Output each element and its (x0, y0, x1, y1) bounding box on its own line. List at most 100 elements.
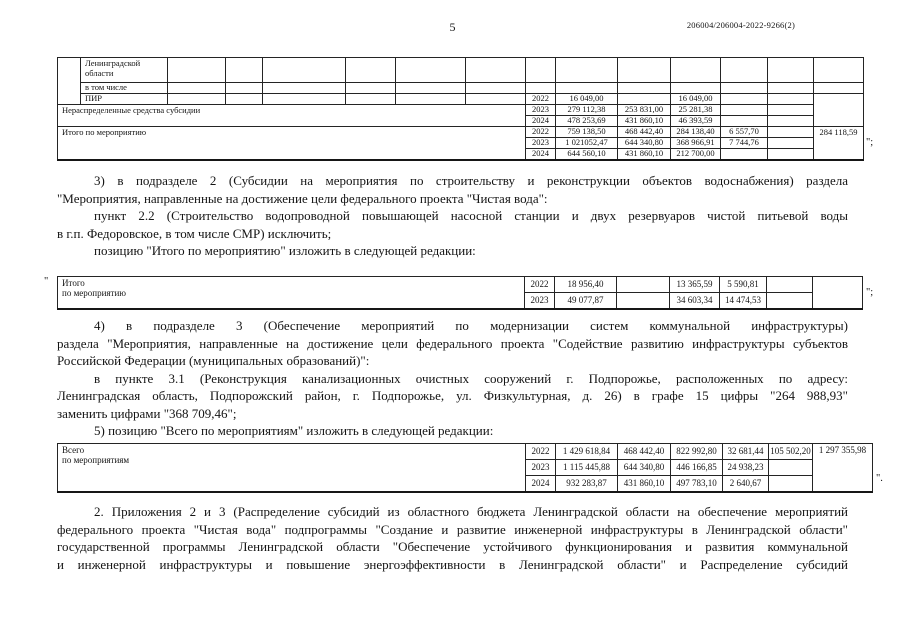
table-cell (225, 82, 263, 94)
text-line: 5) позицию "Всего по мероприятиям" излож… (94, 423, 494, 438)
table-cell: 368 966,91 (670, 136, 721, 149)
table-cell (465, 92, 526, 105)
table-cell (262, 57, 346, 83)
table-cell: 13 365,59 (669, 276, 720, 293)
table-cell: 284 118,59 (813, 125, 864, 161)
table-cell (766, 292, 813, 309)
table-cell: 2023 (525, 103, 556, 116)
table-cell (767, 57, 814, 83)
table-cell (813, 57, 864, 83)
table-cell (720, 147, 768, 161)
table-cell (767, 147, 814, 161)
table-cell: 2 640,67 (722, 475, 769, 492)
table-cell (345, 57, 396, 83)
table-cell (617, 92, 671, 105)
text-line: "Мероприятия, направленные на достижение… (57, 190, 548, 206)
table-cell (812, 276, 863, 309)
table-cell: 212 700,00 (670, 147, 721, 161)
table-cell (525, 57, 556, 83)
table-cell: Нераспределенные средства субсидии (57, 103, 526, 127)
table-cell: Итого по мероприятию (57, 125, 526, 161)
table-cell: ПИР (80, 92, 168, 105)
table-row: Итого по мероприятию 2022 18 956,40 13 365,… (57, 276, 863, 309)
table-cell (262, 92, 346, 105)
table-cell (767, 82, 814, 94)
opening-quote-mark: " (44, 276, 49, 287)
table-cell (670, 57, 721, 83)
text-line: заменить цифрами "368 709,46"; (57, 405, 237, 421)
table-cell: 2024 (525, 475, 556, 492)
table-cell (167, 82, 226, 94)
table-cell: 18 956,40 (554, 276, 617, 293)
table-cell: 2024 (525, 114, 556, 127)
closing-quote-mark: ". (876, 473, 883, 484)
table-cell: 2022 (524, 276, 555, 293)
text-line: федерального проекта "Чистая вода" подпр… (57, 521, 848, 537)
text-line: в г.п. Федоровское, в том числе СМР) иск… (57, 225, 332, 241)
table-cell (720, 82, 768, 94)
table-cell: 24 938,23 (722, 459, 769, 476)
table-cell: 759 138,50 (555, 125, 618, 138)
table-cell: 2024 (525, 147, 556, 161)
table-cell: 932 283,87 (555, 475, 618, 492)
table-cell: 446 166,85 (670, 459, 723, 476)
table-row: 2023 1 115 445,88 644 340,80 446 166,85 24 9… (58, 459, 873, 476)
table-cell (395, 82, 466, 94)
table-cell: 2023 (525, 136, 556, 149)
table-cell (720, 114, 768, 127)
table-row: 2024 932 283,87 431 860,10 497 783,10 2 640,… (58, 475, 873, 492)
text-line: пункт 2.2 (Строительство водопроводной п… (94, 208, 848, 223)
table-cell (525, 82, 556, 94)
closing-quote-mark: "; (866, 287, 874, 298)
table-cell: 105 502,20 (768, 443, 813, 460)
table-cell: 2023 (524, 292, 555, 309)
table-cell: 32 681,44 (722, 443, 769, 460)
table-cell: 284 138,40 (670, 125, 721, 138)
text-line: Ленинградская область, Подпорожский райо… (57, 388, 848, 403)
table-cell: 6 557,70 (720, 125, 768, 138)
text-line: 3) в подразделе 2 (Субсидии на мероприят… (94, 173, 848, 188)
table-cell (768, 459, 813, 476)
table-row: 2023 49 077,87 34 603,34 14 474,53 (58, 292, 863, 309)
table-cell: 431 860,10 (617, 114, 671, 127)
table-cell: 468 442,40 (617, 443, 671, 460)
table-cell: 478 253,69 (555, 114, 618, 127)
table-cell (167, 57, 226, 83)
table-row: ПИР 2022 16 049,00 16 049,00 (58, 92, 864, 127)
table-cell (617, 57, 671, 83)
table-cell: 1 297 355,98 (812, 443, 873, 492)
table-cell (225, 92, 263, 105)
table-row: Ленинградской области (57, 57, 864, 105)
table-cell (767, 136, 814, 149)
table-cell: 468 442,40 (617, 125, 671, 138)
table-cell: 1 429 618,84 (555, 443, 618, 460)
table-cell: в том числе (80, 82, 168, 94)
table-cell (57, 57, 81, 105)
table-row: Итого по мероприятию 2022 759 138,50 468 44… (57, 125, 864, 161)
page-number: 5 (449, 20, 456, 34)
table-cell (617, 82, 671, 94)
table-cell: 644 560,10 (555, 147, 618, 161)
closing-quote-mark: "; (866, 137, 874, 148)
table-cell (345, 92, 396, 105)
table-row: Нераспределенные средства субсидии 2023 27… (57, 103, 864, 127)
table-cell: 5 590,81 (719, 276, 767, 293)
table-cell: Ленинградской области (80, 57, 168, 83)
text-line: 2. Приложения 2 и 3 (Распределение субси… (94, 504, 848, 519)
table-cell: 431 860,10 (617, 475, 671, 492)
table-cell (670, 82, 721, 94)
table-cell (767, 125, 814, 138)
table-cell (555, 57, 618, 83)
table-cell (720, 92, 768, 105)
text-line: раздела "Мероприятия, направленные на до… (57, 335, 848, 351)
table-row: 2024 644 560,10 431 860,10 212 700,00 (58, 147, 864, 161)
table-cell (720, 57, 768, 83)
table-cell (395, 57, 466, 83)
table-cell: 34 603,34 (669, 292, 720, 309)
table-cell: 14 474,53 (719, 292, 767, 309)
table-cell: 253 831,00 (617, 103, 671, 116)
table-cell: 2022 (525, 125, 556, 138)
table-cell: 1 021052,47 (555, 136, 618, 149)
table-cell (768, 475, 813, 492)
table-cell (555, 82, 618, 94)
